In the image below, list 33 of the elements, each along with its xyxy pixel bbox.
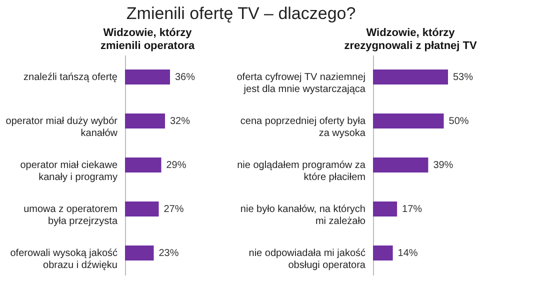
bar <box>125 158 162 172</box>
data-label: 39% <box>433 160 454 171</box>
y-tick-label: operator miał ciekawe kanały i programy <box>20 160 118 183</box>
data-label: 53% <box>453 72 474 83</box>
data-label: 17% <box>402 204 422 215</box>
bar <box>125 114 165 128</box>
chart-subtitle: Widzowie, którzy zmienili operatora <box>100 27 196 52</box>
y-tick-label: operator miał duży wybór kanałów <box>6 116 118 139</box>
data-label: 23% <box>158 248 179 259</box>
bar <box>373 158 428 172</box>
data-label: 50% <box>448 116 469 127</box>
data-label: 36% <box>175 72 196 83</box>
y-tick-label: nie odpowiadała mi jakość obsługi operatora <box>248 248 366 271</box>
y-tick-label: znaleźli tańszą ofertę <box>24 72 118 83</box>
bar <box>373 70 448 84</box>
bar <box>125 246 154 260</box>
text: Zmienili ofertę TV – dlaczego? <box>126 4 356 23</box>
y-tick-label: cena poprzedniej oferty była za wysoka <box>240 116 366 139</box>
bar <box>373 202 398 216</box>
data-label: 29% <box>166 160 186 171</box>
y-tick-label: nie oglądałem programów za które płaciłem <box>237 160 366 183</box>
data-label: 32% <box>170 116 190 127</box>
y-tick-label: umowa z operatorem była przejrzysta <box>24 204 118 227</box>
y-tick-label: oferta cyfrowej TV naziemnej jest dla mnie wystarczająca <box>236 72 366 95</box>
y-tick-label: oferowali wysoką jakość obrazu i dźwięku <box>10 248 118 271</box>
data-label: 27% <box>164 204 184 215</box>
data-label: 14% <box>398 248 418 259</box>
bar <box>125 202 159 216</box>
y-tick-label: nie było kanałów, na których mi zależało <box>240 204 366 227</box>
chart-subtitle: Widzowie, którzy zrezygnowali z płatnej TV <box>344 27 478 52</box>
bar <box>373 246 393 260</box>
bar <box>373 114 444 128</box>
bar <box>125 70 170 84</box>
